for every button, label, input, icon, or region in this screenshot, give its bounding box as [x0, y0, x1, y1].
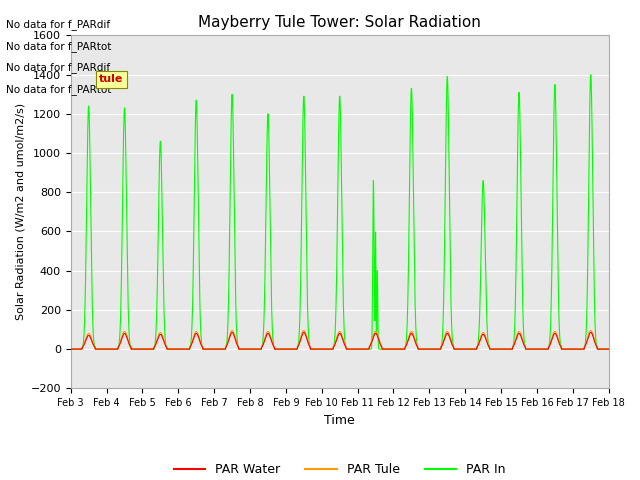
Legend: PAR Water, PAR Tule, PAR In: PAR Water, PAR Tule, PAR In	[169, 458, 510, 480]
Text: tule: tule	[99, 74, 124, 84]
Text: No data for f_PARtot: No data for f_PARtot	[6, 41, 112, 52]
Text: No data for f_PARtot: No data for f_PARtot	[6, 84, 112, 95]
Title: Mayberry Tule Tower: Solar Radiation: Mayberry Tule Tower: Solar Radiation	[198, 15, 481, 30]
X-axis label: Time: Time	[324, 414, 355, 427]
Text: No data for f_PARdif: No data for f_PARdif	[6, 62, 111, 73]
Text: No data for f_PARdif: No data for f_PARdif	[6, 19, 111, 30]
Y-axis label: Solar Radiation (W/m2 and umol/m2/s): Solar Radiation (W/m2 and umol/m2/s)	[15, 103, 25, 320]
